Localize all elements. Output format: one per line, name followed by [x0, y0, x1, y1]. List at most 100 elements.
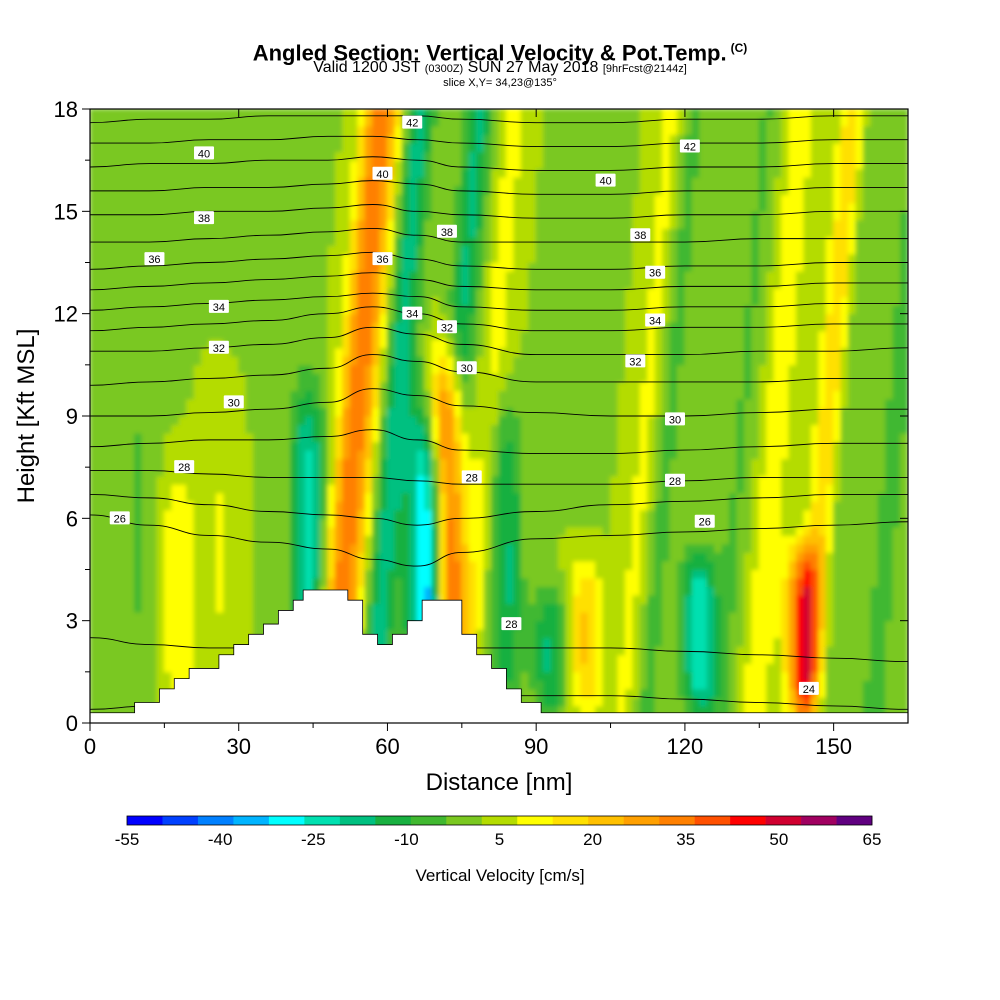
velocity-cell	[230, 449, 240, 460]
velocity-cell	[320, 509, 329, 519]
velocity-cell	[624, 338, 634, 349]
velocity-cell	[453, 492, 463, 502]
velocity-cell	[580, 347, 589, 357]
velocity-cell	[178, 628, 188, 639]
velocity-cell	[758, 705, 768, 715]
velocity-cell	[751, 424, 760, 434]
velocity-cell	[320, 577, 329, 588]
velocity-cell	[833, 586, 842, 596]
velocity-cell	[349, 398, 359, 408]
velocity-cell	[647, 569, 656, 579]
velocity-cell	[208, 483, 217, 494]
velocity-cell	[96, 509, 106, 519]
velocity-cell	[840, 424, 850, 434]
velocity-cell	[513, 483, 522, 494]
velocity-cell	[900, 355, 908, 366]
velocity-cell	[186, 662, 195, 673]
velocity-cell	[126, 594, 136, 605]
velocity-cell	[476, 637, 485, 647]
velocity-cell	[171, 449, 180, 460]
velocity-cell	[498, 355, 507, 366]
velocity-cell	[825, 372, 835, 383]
velocity-cell	[595, 526, 604, 536]
velocity-cell	[468, 526, 478, 536]
velocity-cell	[654, 458, 664, 468]
velocity-cell	[602, 534, 612, 545]
velocity-cell	[900, 389, 908, 400]
velocity-cell	[595, 543, 604, 553]
velocity-cell	[557, 509, 567, 519]
velocity-cell	[386, 526, 396, 536]
velocity-cell	[587, 466, 597, 477]
velocity-cell	[617, 381, 626, 391]
velocity-cell	[275, 534, 284, 545]
velocity-cell	[223, 449, 232, 460]
velocity-cell	[624, 603, 634, 613]
velocity-cell	[654, 671, 664, 681]
velocity-cell	[580, 603, 589, 613]
velocity-cell	[602, 637, 612, 647]
velocity-cell	[699, 483, 708, 494]
velocity-cell	[305, 577, 314, 588]
velocity-cell	[498, 543, 507, 553]
velocity-cell	[595, 483, 604, 494]
velocity-cell	[595, 637, 604, 647]
velocity-cell	[669, 492, 678, 502]
velocity-cell	[676, 526, 686, 536]
velocity-cell	[833, 424, 842, 434]
velocity-cell	[364, 441, 374, 451]
velocity-cell	[580, 620, 589, 630]
velocity-cell	[840, 338, 850, 349]
velocity-cell	[297, 500, 307, 511]
velocity-cell	[840, 517, 850, 528]
velocity-cell	[372, 415, 381, 426]
velocity-cell	[885, 594, 894, 605]
velocity-cell	[208, 611, 217, 622]
velocity-cell	[305, 449, 314, 460]
velocity-cell	[342, 406, 351, 417]
velocity-cell	[238, 381, 247, 391]
velocity-cell	[803, 398, 812, 408]
velocity-cell	[267, 424, 277, 434]
velocity-cell	[676, 372, 686, 383]
velocity-cell	[669, 577, 678, 588]
velocity-cell	[96, 424, 106, 434]
velocity-cell	[453, 406, 463, 417]
velocity-cell	[855, 441, 864, 451]
velocity-cell	[900, 645, 908, 656]
velocity-cell	[238, 441, 247, 451]
velocity-cell	[156, 543, 165, 553]
velocity-cell	[416, 441, 426, 451]
velocity-cell	[111, 688, 121, 698]
velocity-cell	[595, 355, 604, 366]
velocity-cell	[833, 500, 842, 511]
velocity-cell	[156, 586, 165, 596]
velocity-cell	[840, 611, 850, 622]
velocity-cell	[163, 483, 173, 494]
velocity-cell	[275, 586, 284, 596]
velocity-cell	[743, 560, 753, 570]
velocity-cell	[855, 679, 864, 690]
velocity-cell	[260, 466, 269, 477]
velocity-cell	[111, 577, 121, 588]
velocity-cell	[468, 441, 478, 451]
velocity-cell	[364, 560, 374, 570]
velocity-cell	[476, 645, 485, 656]
velocity-cell	[543, 696, 552, 707]
velocity-cell	[900, 492, 908, 502]
velocity-cell	[565, 355, 574, 366]
velocity-cell	[788, 569, 797, 579]
velocity-cell	[193, 517, 203, 528]
velocity-cell	[461, 577, 470, 588]
velocity-cell	[245, 543, 255, 553]
velocity-cell	[565, 696, 574, 707]
velocity-cell	[654, 449, 664, 460]
velocity-cell	[134, 551, 143, 562]
velocity-cell	[572, 364, 582, 374]
velocity-cell	[580, 696, 589, 707]
velocity-cell	[632, 449, 641, 460]
velocity-cell	[743, 381, 753, 391]
velocity-cell	[208, 551, 217, 562]
velocity-cell	[446, 492, 455, 502]
velocity-cell	[513, 645, 522, 656]
